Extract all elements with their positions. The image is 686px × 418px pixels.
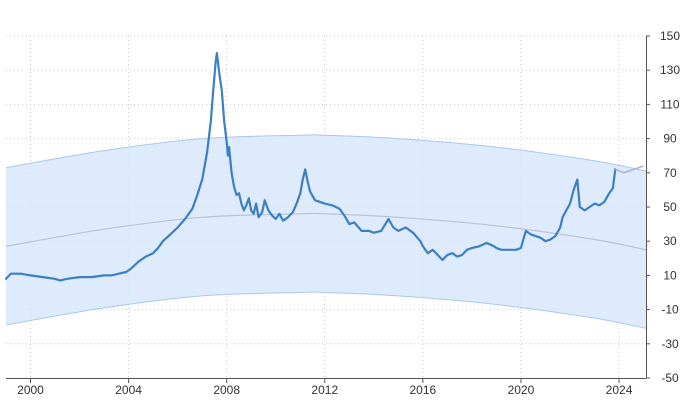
y-tick-label: -30 bbox=[661, 337, 679, 351]
y-axis-ticks: 150 130 110 90 70 50 30 10 -10 -30 -50 bbox=[646, 29, 680, 385]
y-tick-label: 90 bbox=[663, 132, 677, 146]
x-tick-label: 2000 bbox=[17, 383, 44, 397]
band-lower-edge bbox=[5, 291, 647, 329]
y-tick-label: 70 bbox=[663, 166, 677, 180]
x-tick-label: 2004 bbox=[115, 383, 142, 397]
confidence-band bbox=[5, 134, 647, 329]
forecast-line bbox=[615, 165, 644, 174]
y-tick-label: -10 bbox=[661, 303, 679, 317]
y-tick-label: 30 bbox=[663, 234, 677, 248]
x-tick-label: 2008 bbox=[213, 383, 240, 397]
y-tick-label: 10 bbox=[663, 268, 677, 282]
y-tick-label: 150 bbox=[660, 29, 680, 43]
price-line bbox=[4, 52, 617, 282]
y-tick-label: 130 bbox=[660, 63, 680, 77]
x-tick-label: 2012 bbox=[311, 383, 338, 397]
x-tick-label: 2020 bbox=[508, 383, 535, 397]
band-area bbox=[6, 134, 646, 329]
band-upper-edge bbox=[5, 134, 647, 172]
x-tick-label: 2016 bbox=[410, 383, 437, 397]
y-tick-label: -50 bbox=[661, 371, 679, 385]
y-tick-label: 110 bbox=[660, 97, 679, 111]
x-axis-ticks: 2000 2004 2008 2012 2016 2020 2024 bbox=[17, 378, 633, 397]
price-series bbox=[4, 52, 644, 282]
x-tick-label: 2024 bbox=[606, 383, 633, 397]
y-tick-label: 50 bbox=[663, 200, 677, 214]
